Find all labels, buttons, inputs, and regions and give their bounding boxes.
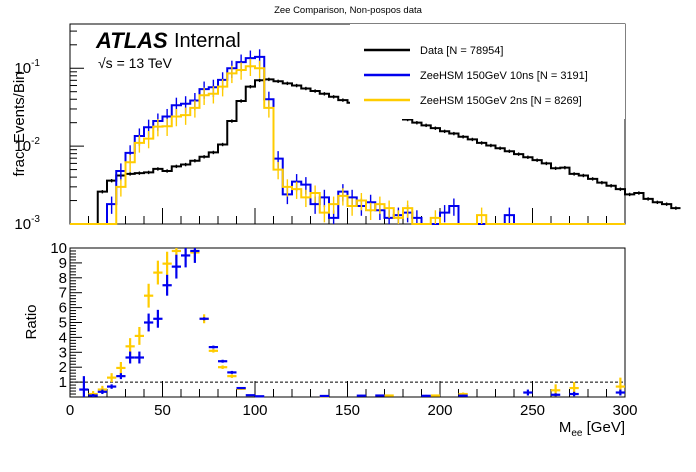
- ratio-point: [384, 394, 394, 397]
- ratio-y-tick-label: 9: [59, 255, 67, 272]
- main-y-ticks: 10-310-210-1: [14, 30, 84, 233]
- legend: Data [N = 78954] ZeeHSM 150GeV 10ns [N = …: [350, 24, 625, 119]
- ratio-y-tick-label: 1: [59, 374, 67, 391]
- ratio-point: [319, 394, 329, 398]
- ratio-y-tick-label: 6: [59, 300, 67, 317]
- main-y-axis-title: frac. Events/Bin: [11, 71, 28, 176]
- legend-label: ZeeHSM 150GeV 2ns [N = 8269]: [420, 95, 582, 107]
- ratio-point: [171, 254, 181, 279]
- chart-title: Zee Comparison, Non-pospos data: [274, 5, 423, 16]
- energy-label: √s = 13 TeV: [98, 55, 173, 71]
- ratio-point: [255, 395, 265, 398]
- x-axis-title-m: M: [559, 419, 572, 436]
- ratio-point: [116, 373, 126, 380]
- ratio-point: [107, 373, 117, 383]
- ratio-point: [153, 309, 163, 328]
- ratio-y-tick-label: 3: [59, 344, 67, 361]
- x-tick-label: 150: [335, 402, 360, 419]
- main-y-tick-label: 10-3: [14, 214, 40, 233]
- ratio-point: [523, 389, 533, 396]
- tick-exp: -3: [31, 214, 40, 225]
- ratio-point: [208, 345, 218, 349]
- ratio-point: [430, 394, 440, 397]
- ratio-point: [458, 394, 468, 397]
- ratio-point: [134, 351, 144, 364]
- ratio-point: [162, 251, 172, 276]
- ratio-y-tick-label: 2: [59, 359, 67, 376]
- ratio-point: [97, 389, 107, 395]
- ratio-point: [227, 374, 237, 378]
- x-tick-label: 200: [427, 402, 452, 419]
- ratio-y-tick-label: 10: [50, 240, 67, 257]
- main-x-ticks: [69, 208, 626, 224]
- ratio-point: [134, 326, 144, 345]
- ratio-point: [107, 384, 117, 389]
- ratio-point: [199, 317, 209, 321]
- ratio-point: [144, 313, 154, 332]
- ratio-point: [551, 393, 561, 397]
- ratio-point: [375, 394, 385, 397]
- ratio-y-tick-label: 7: [59, 285, 67, 302]
- internal-label: Internal: [174, 30, 241, 52]
- ratio-point: [153, 260, 163, 285]
- ratio-point: [208, 349, 218, 353]
- x-tick-label: 300: [612, 402, 637, 419]
- ratio-point: [144, 283, 154, 308]
- ratio-y-tick-label: 5: [59, 315, 67, 332]
- ratio-point: [615, 389, 625, 396]
- ratio-point: [79, 376, 89, 397]
- ratio-point: [88, 394, 98, 397]
- x-tick-label: 250: [520, 402, 545, 419]
- ratio-y-axis-title: Ratio: [23, 304, 40, 339]
- tick-base: 10: [14, 138, 31, 155]
- ratio-point: [356, 394, 366, 397]
- main-y-tick-label: 10-1: [14, 58, 40, 77]
- x-tick-label: 100: [242, 402, 267, 419]
- ratio-point: [218, 365, 228, 369]
- ratio-point: [116, 361, 126, 374]
- ratio-series: [79, 248, 625, 398]
- tick-base: 10: [14, 60, 31, 77]
- ratio-x-ticks: 0 50 100 150 200 250 300: [66, 381, 638, 419]
- ratio-point: [190, 248, 200, 263]
- x-axis-title: Mee [GeV]: [559, 419, 625, 439]
- atlas-label: ATLAS: [95, 28, 168, 53]
- x-axis-title-unit: [GeV]: [582, 419, 625, 436]
- legend-label: Data [N = 78954]: [420, 45, 503, 57]
- ratio-point: [245, 394, 255, 397]
- ratio-y-tick-label: 4: [59, 329, 67, 346]
- ratio-point: [569, 391, 579, 397]
- tick-exp: -2: [31, 136, 40, 147]
- x-tick-label: 0: [66, 402, 74, 419]
- legend-box: [350, 24, 625, 119]
- ratio-point: [421, 394, 431, 397]
- main-y-tick-label: 10-2: [14, 136, 40, 155]
- ratio-y-tick-label: 8: [59, 270, 67, 287]
- ratio-point: [125, 351, 135, 364]
- ratio-point: [181, 248, 191, 268]
- ratio-point: [227, 370, 237, 374]
- ratio-point: [236, 386, 246, 390]
- x-axis-title-sub: ee: [571, 428, 583, 439]
- legend-label: ZeeHSM 150GeV 10ns [N = 3191]: [420, 70, 588, 82]
- ratio-point: [218, 359, 228, 363]
- tick-exp: -1: [31, 58, 40, 69]
- tick-base: 10: [14, 216, 31, 233]
- x-tick-label: 50: [154, 402, 171, 419]
- ratio-point: [162, 274, 172, 296]
- main-panel: 10-310-210-1 frac. Events/Bin ATLAS Inte…: [11, 23, 681, 233]
